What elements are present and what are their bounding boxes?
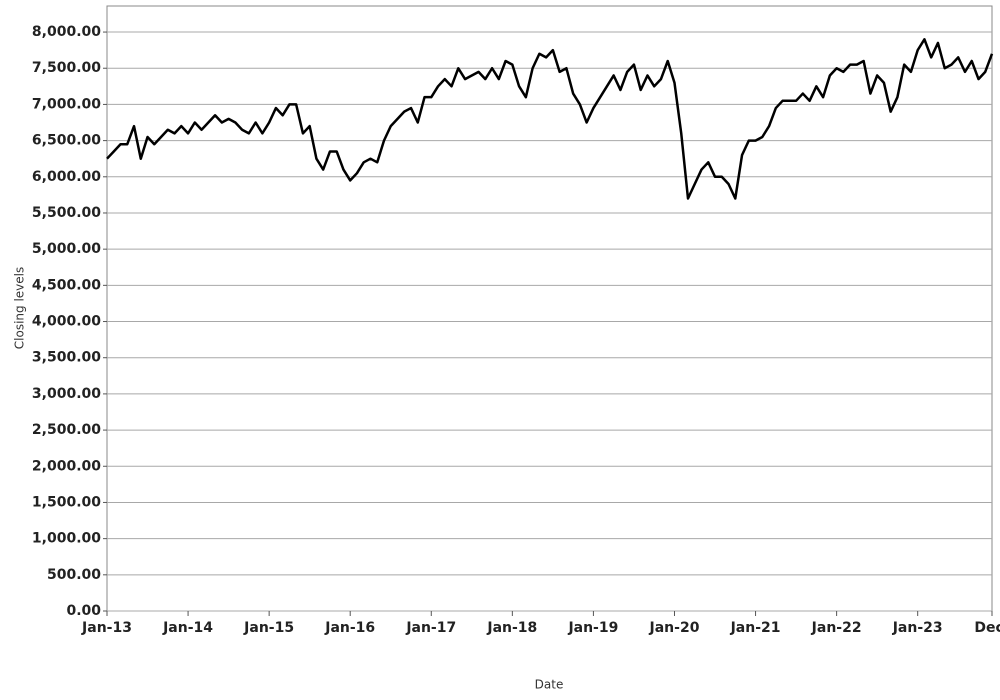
- y-tick-label: 4,500.00: [32, 277, 101, 293]
- y-tick-label: 500.00: [47, 567, 101, 583]
- y-tick-label: 7,000.00: [32, 96, 101, 112]
- y-tick-label: 5,000.00: [32, 241, 101, 257]
- y-tick-label: 3,500.00: [32, 350, 101, 366]
- y-tick-label: 6,500.00: [32, 133, 101, 149]
- y-tick-label: 2,500.00: [32, 422, 101, 438]
- y-tick-label: 7,500.00: [32, 60, 101, 76]
- y-tick-label: 8,000.00: [32, 24, 101, 40]
- x-tick-label: Jan-19: [567, 620, 618, 636]
- x-tick-label: Jan-21: [730, 620, 781, 636]
- y-tick-label: 5,500.00: [32, 205, 101, 221]
- x-tick-label: Jan-15: [243, 620, 294, 636]
- x-tick-label: Jan-18: [486, 620, 537, 636]
- x-axis-label: Date: [535, 678, 564, 692]
- y-tick-label: 2,000.00: [32, 458, 101, 474]
- x-tick-label: Jan-17: [405, 620, 456, 636]
- x-tick-label: Jan-13: [81, 620, 132, 636]
- x-tick-label: Jan-20: [649, 620, 700, 636]
- y-tick-label: 4,000.00: [32, 314, 101, 330]
- plot-area: [106, 5, 993, 612]
- y-tick-label: 1,500.00: [32, 494, 101, 510]
- y-tick-label: 0.00: [66, 603, 101, 619]
- x-tick-label: Dec-: [974, 620, 1000, 636]
- data-line: [106, 38, 994, 200]
- x-tick-label: Jan-16: [324, 620, 375, 636]
- y-tick-label: 3,000.00: [32, 386, 101, 402]
- y-axis-label: Closing levels: [13, 267, 27, 349]
- x-tick-label: Jan-22: [811, 620, 862, 636]
- y-tick-label: 1,000.00: [32, 531, 101, 547]
- x-tick-label: Jan-23: [892, 620, 943, 636]
- x-tick-label: Jan-14: [162, 620, 213, 636]
- y-tick-label: 6,000.00: [32, 169, 101, 185]
